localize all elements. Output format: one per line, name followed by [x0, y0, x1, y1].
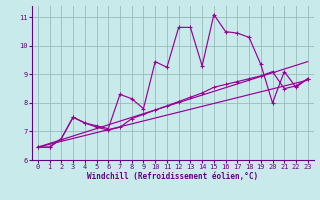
X-axis label: Windchill (Refroidissement éolien,°C): Windchill (Refroidissement éolien,°C)	[87, 172, 258, 181]
